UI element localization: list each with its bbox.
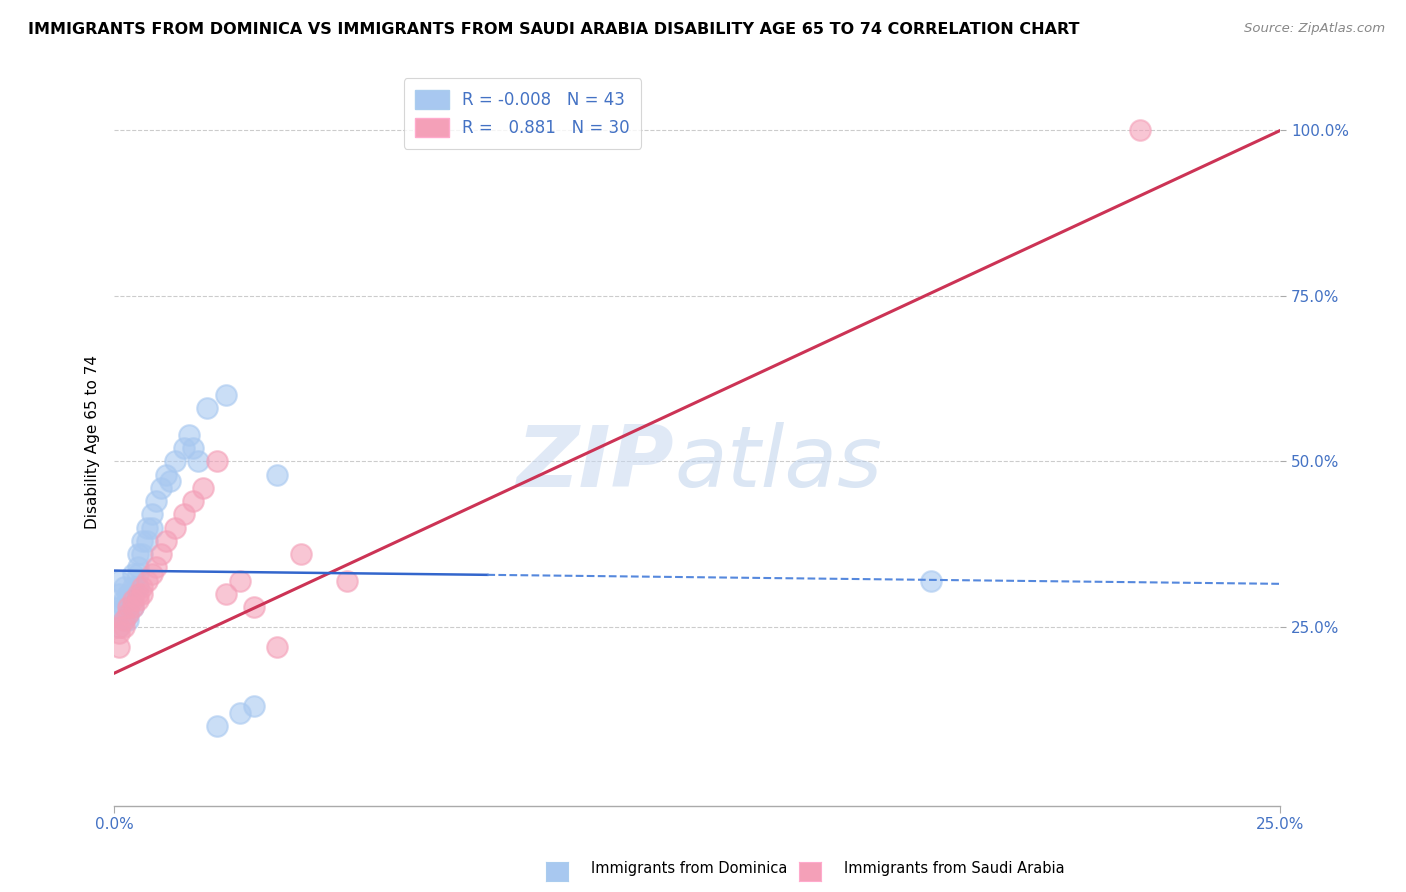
Text: atlas: atlas (673, 422, 882, 505)
Point (127, 580, 149, 594)
Point (127, 593, 149, 607)
Point (121, 587, 143, 601)
Point (920, 574, 942, 588)
Text: Immigrants from Saudi Arabia: Immigrants from Saudi Arabia (844, 861, 1064, 876)
Point (112, 613, 135, 627)
Point (290, 547, 312, 561)
Point (121, 600, 143, 615)
Point (173, 508, 195, 522)
Point (127, 566, 149, 581)
Point (108, 640, 131, 654)
Point (191, 481, 214, 495)
Y-axis label: Disability Age 65 to 74: Disability Age 65 to 74 (86, 354, 100, 529)
Point (1129, 123, 1152, 137)
Point (108, 626, 131, 640)
Point (127, 587, 149, 601)
Point (108, 574, 131, 588)
Point (141, 508, 163, 522)
Point (149, 481, 172, 495)
Point (112, 620, 135, 634)
Point (112, 593, 135, 607)
Point (266, 640, 288, 654)
Point (145, 560, 167, 574)
Text: IMMIGRANTS FROM DOMINICA VS IMMIGRANTS FROM SAUDI ARABIA DISABILITY AGE 65 TO 74: IMMIGRANTS FROM DOMINICA VS IMMIGRANTS F… (28, 22, 1080, 37)
Point (229, 574, 252, 588)
Text: ZIP: ZIP (516, 422, 673, 505)
Point (108, 607, 131, 621)
Point (127, 560, 149, 574)
Point (112, 580, 135, 594)
Point (243, 699, 266, 714)
Text: Immigrants from Dominica: Immigrants from Dominica (591, 861, 787, 876)
Point (177, 428, 200, 442)
Point (197, 401, 219, 416)
Point (131, 580, 153, 594)
Point (205, 454, 228, 468)
Point (135, 533, 157, 548)
Point (121, 566, 143, 581)
Point (155, 533, 177, 548)
Point (183, 441, 205, 455)
Text: Source: ZipAtlas.com: Source: ZipAtlas.com (1244, 22, 1385, 36)
Point (112, 600, 135, 615)
Point (163, 520, 186, 534)
Point (215, 587, 238, 601)
Point (117, 587, 139, 601)
Point (127, 547, 149, 561)
Point (336, 574, 359, 588)
Point (187, 454, 209, 468)
Point (145, 494, 167, 508)
Point (117, 607, 139, 621)
Point (108, 600, 131, 615)
Point (183, 494, 205, 508)
Point (173, 441, 195, 455)
Point (141, 520, 163, 534)
Point (141, 566, 163, 581)
Point (205, 719, 228, 733)
Point (163, 454, 186, 468)
Point (243, 600, 266, 615)
Point (121, 600, 143, 615)
Point (131, 547, 153, 561)
Point (215, 388, 238, 402)
Point (135, 574, 157, 588)
Point (149, 547, 172, 561)
Point (121, 593, 143, 607)
Point (131, 533, 153, 548)
Point (117, 600, 139, 615)
Point (159, 475, 181, 489)
Point (117, 613, 139, 627)
Point (117, 607, 139, 621)
Point (121, 580, 143, 594)
Legend: R = -0.008   N = 43, R =   0.881   N = 30: R = -0.008 N = 43, R = 0.881 N = 30 (404, 78, 641, 149)
Point (266, 467, 288, 482)
Point (117, 593, 139, 607)
Point (112, 613, 135, 627)
Point (131, 587, 153, 601)
Point (108, 620, 131, 634)
Point (108, 587, 131, 601)
Point (135, 520, 157, 534)
Point (108, 620, 131, 634)
Point (155, 467, 177, 482)
Point (229, 706, 252, 720)
